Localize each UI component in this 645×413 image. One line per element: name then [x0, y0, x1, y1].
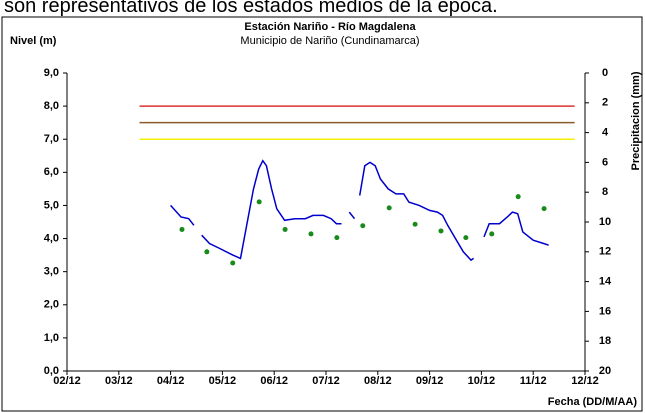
precipitation-point	[230, 260, 236, 266]
y-tick-label: 2,0	[44, 299, 59, 311]
header-text: son representativos de los estados medio…	[4, 0, 498, 17]
y2-tick-label: 8	[602, 186, 608, 198]
precipitation-point	[515, 194, 521, 200]
precipitation-point	[541, 206, 547, 212]
precipitation-point	[204, 249, 210, 255]
precipitation-point	[256, 199, 262, 205]
x-tick-label: 05/12	[209, 375, 237, 387]
y2-tick-label: 4	[602, 127, 609, 139]
x-tick-label: 02/12	[53, 375, 81, 387]
level-line	[170, 159, 549, 262]
precipitation-point	[463, 235, 469, 241]
y-tick-label: 0,0	[44, 365, 59, 377]
x-tick-label: 10/12	[468, 375, 496, 387]
y-axis-label: Nivel (m)	[10, 35, 57, 47]
y2-tick-label: 0	[602, 67, 608, 79]
y2-tick-label: 16	[599, 305, 611, 317]
y-tick-label: 8,0	[44, 100, 59, 112]
precipitation-point	[179, 226, 185, 232]
x-tick-label: 06/12	[260, 375, 288, 387]
y2-tick-label: 6	[602, 156, 608, 168]
chart-frame	[1, 16, 643, 412]
y-tick-label: 6,0	[44, 166, 59, 178]
x-tick-label: 04/12	[157, 375, 185, 387]
y-tick-label: 5,0	[44, 199, 59, 211]
precipitation-point	[412, 221, 418, 227]
y2-tick-label: 14	[599, 276, 612, 288]
precipitation-point	[386, 205, 392, 211]
y-tick-label: 9,0	[44, 67, 59, 79]
x-tick-label: 03/12	[105, 375, 133, 387]
x-tick-label: 12/12	[571, 375, 599, 387]
x-tick-label: 08/12	[364, 375, 392, 387]
x-tick-label: 11/12	[520, 375, 547, 387]
precipitation-point	[489, 231, 495, 237]
x-tick-label: 09/12	[416, 375, 444, 387]
y2-tick-label: 12	[599, 246, 611, 258]
chart-subtitle: Municipio de Nariño (Cundinamarca)	[240, 35, 419, 47]
x-tick-label: 07/12	[312, 375, 340, 387]
y-tick-label: 1,0	[44, 332, 59, 344]
precipitation-point	[282, 226, 288, 232]
precipitation-point	[360, 223, 366, 229]
y-tick-label: 7,0	[44, 133, 59, 145]
y-tick-label: 4,0	[44, 232, 59, 244]
y-tick-label: 3,0	[44, 266, 59, 278]
precipitation-point	[438, 228, 444, 234]
y2-tick-label: 20	[599, 365, 611, 377]
chart-title: Estación Nariño - Río Magdalena	[244, 21, 416, 33]
precipitation-point	[334, 235, 340, 241]
y2-tick-label: 2	[602, 97, 608, 109]
y2-axis-label: Precipitacion (mm)	[630, 71, 642, 170]
y2-tick-label: 18	[599, 335, 611, 347]
precipitation-point	[308, 231, 314, 237]
x-axis-label: Fecha (DD/M/AA)	[548, 396, 638, 408]
y2-tick-label: 10	[599, 216, 611, 228]
